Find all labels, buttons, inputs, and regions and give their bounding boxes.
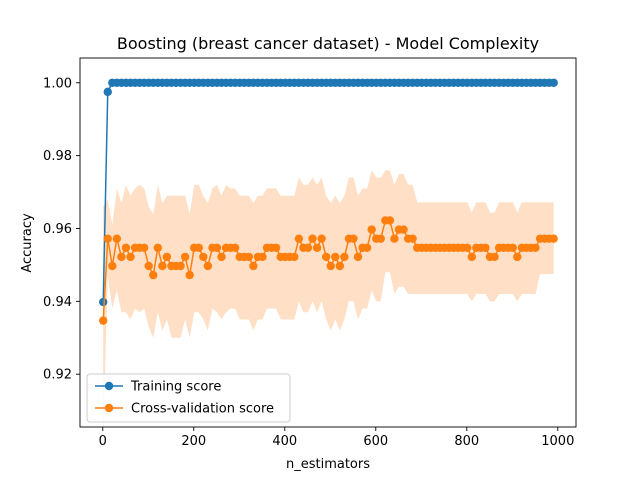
x-tick-label: 600	[363, 434, 388, 449]
training-score-point	[99, 297, 108, 307]
cv-score-point	[312, 243, 322, 252]
cv-score-point	[126, 252, 135, 262]
cv-score-point	[390, 234, 399, 243]
cv-score-point	[326, 261, 335, 271]
cv-score-point	[185, 270, 194, 280]
cv-score-point	[335, 261, 345, 271]
x-tick-label: 0	[99, 434, 107, 449]
legend: Training score Cross-validation score	[86, 373, 291, 423]
cv-score-point	[549, 234, 558, 243]
cv-score-point	[353, 252, 363, 262]
training-score-point	[549, 78, 558, 87]
cv-score-point	[463, 243, 472, 252]
cv-score-point	[162, 252, 172, 262]
cv-score-point	[149, 270, 158, 280]
cv-score-point	[194, 243, 203, 252]
cv-score-point	[308, 234, 317, 243]
cv-score-point	[321, 252, 331, 262]
cv-score-point	[303, 243, 313, 252]
cv-score-point	[385, 216, 395, 225]
training-score-point	[103, 87, 112, 97]
cv-score-point	[230, 243, 240, 252]
chart-title: Boosting (breast cancer dataset) - Model…	[117, 34, 539, 53]
cv-score-point	[180, 252, 190, 262]
cv-score-point	[467, 252, 476, 262]
cv-score-point	[103, 234, 112, 243]
cv-score-point	[340, 252, 349, 262]
cv-score-point	[244, 252, 254, 262]
cv-score-point	[249, 261, 258, 271]
cv-score-point	[399, 225, 408, 234]
cv-score-point	[158, 261, 167, 271]
y-axis-label: Accuracy	[20, 213, 35, 273]
x-tick-label: 200	[181, 434, 206, 449]
axes: 0 200 400 600 800 1000 0.92 0.94 0.96 0.98 1.00	[43, 57, 577, 449]
cv-score-point	[117, 252, 126, 262]
y-tick-label: 0.98	[43, 149, 72, 164]
plot-inner	[99, 78, 558, 427]
cv-score-point	[199, 252, 208, 262]
x-tick-label: 400	[272, 434, 297, 449]
cv-score-band	[103, 170, 554, 427]
cv-score-point	[176, 261, 185, 271]
cv-score-point	[258, 252, 267, 262]
cv-score-point	[490, 252, 499, 262]
cv-score-point	[112, 234, 122, 243]
cv-score-legend-marker	[104, 403, 114, 413]
training-score-legend-label: Training score	[130, 380, 221, 395]
cv-score-point	[408, 234, 417, 243]
cv-score-point	[331, 252, 340, 262]
training-score-legend-marker	[104, 381, 114, 391]
cv-score-point	[121, 243, 131, 252]
cv-score-point	[99, 316, 108, 325]
cv-score-point	[217, 252, 226, 262]
x-axis-label: n_estimators	[286, 457, 370, 472]
cv-score-point	[203, 261, 213, 271]
cv-score-point	[271, 243, 281, 252]
cv-score-point	[290, 252, 299, 262]
cv-score-point	[349, 234, 358, 243]
cv-score-point	[144, 261, 153, 271]
axes-frame	[79, 57, 577, 428]
cv-score-point	[513, 252, 522, 262]
y-tick-label: 0.96	[43, 222, 72, 237]
cv-score-point	[139, 243, 149, 252]
cv-score-point	[212, 243, 222, 252]
cv-score-point	[531, 243, 540, 252]
cv-score-point	[317, 234, 326, 243]
legend-box	[86, 373, 291, 423]
plot-area	[99, 78, 558, 427]
x-tick-label: 800	[454, 434, 479, 449]
cv-score-point	[362, 243, 372, 252]
cv-score-legend-label: Cross-validation score	[131, 402, 274, 417]
x-tick-label: 1000	[541, 434, 574, 449]
cv-score-point	[376, 234, 385, 243]
cv-score-point	[108, 261, 117, 271]
y-tick-label: 0.94	[43, 295, 72, 310]
cv-score-point	[153, 243, 163, 252]
y-tick-label: 0.92	[43, 368, 72, 383]
cv-score-point	[481, 243, 490, 252]
cv-score-point	[294, 234, 304, 243]
cv-score-point	[367, 225, 376, 234]
y-tick-label: 1.00	[43, 76, 72, 91]
cv-score-point	[508, 243, 517, 252]
